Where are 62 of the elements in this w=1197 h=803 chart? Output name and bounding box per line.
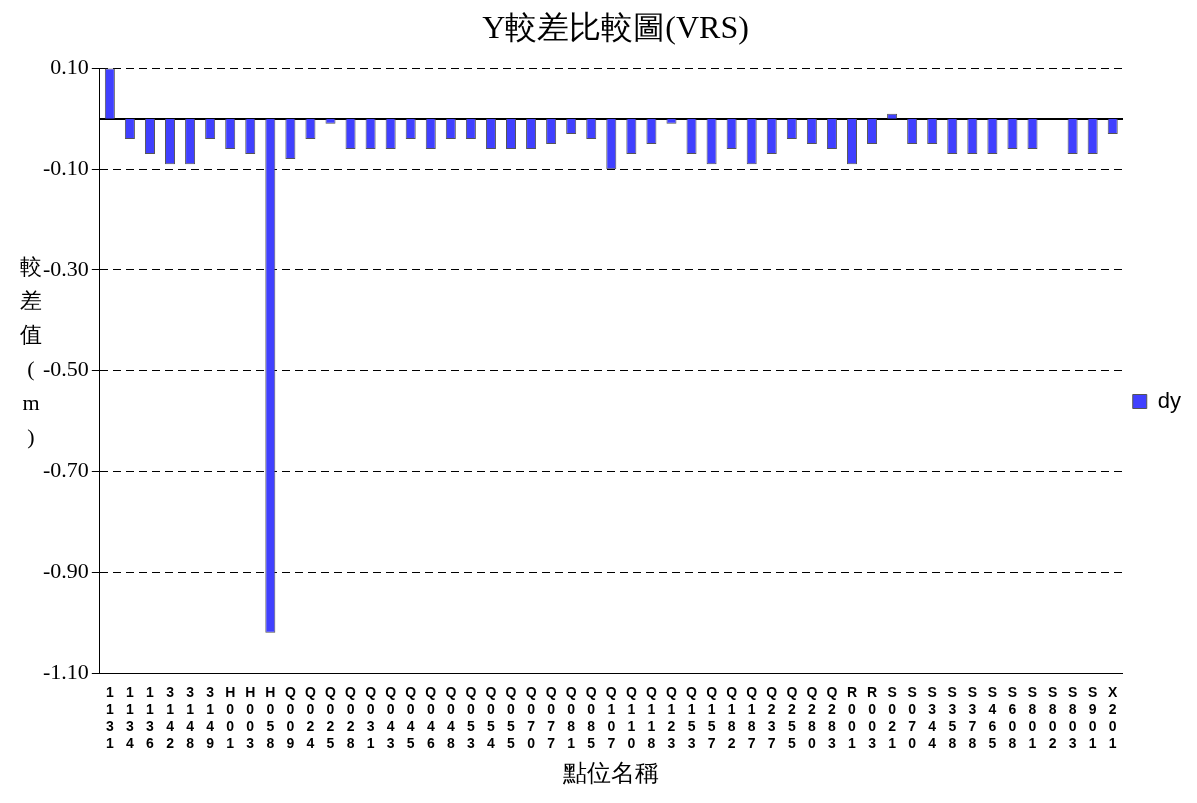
x-tick-label: S801 — [1027, 684, 1038, 751]
y-tick-label: -0.10 — [43, 154, 89, 180]
y-tick-label: 0.10 — [50, 54, 89, 80]
x-tick-label: Q085 — [585, 684, 597, 751]
x-tick-label: Q283 — [826, 684, 838, 751]
x-axis-title: 點位名稱 — [562, 759, 660, 786]
legend-label: dy — [1157, 387, 1182, 413]
x-tick-label: Q123 — [666, 684, 678, 751]
x-tick-label: Q031 — [365, 684, 377, 751]
x-tick-label: 1134 — [126, 684, 135, 751]
x-tick-label: R003 — [866, 684, 878, 751]
x-tick-label: S465 — [987, 684, 998, 751]
x-tick-label: Q043 — [385, 684, 397, 751]
x-tick-label: Q237 — [766, 684, 778, 751]
x-tick-label: Q009 — [284, 684, 296, 751]
x-tick-label: 3149 — [206, 684, 215, 751]
x-tick-label: S070 — [907, 684, 917, 751]
x-tick-label: Q055 — [505, 684, 517, 751]
x-tick-label: Q187 — [746, 684, 758, 751]
y-axis-title: 較差值(m) — [19, 253, 43, 451]
x-tick-label: Q070 — [525, 684, 537, 751]
x-tick-label: 3148 — [186, 684, 195, 751]
x-tick-label: Q046 — [425, 684, 437, 751]
y-tick-label: -0.30 — [43, 255, 89, 281]
x-tick-label: Q182 — [726, 684, 738, 751]
x-tick-label: Q048 — [445, 684, 457, 751]
x-tick-label: Q025 — [325, 684, 337, 751]
y-tick-label: -0.70 — [43, 457, 89, 483]
y-tick-label: -0.50 — [43, 356, 89, 382]
x-tick-label: H001 — [225, 684, 236, 751]
x-tick-label: S378 — [967, 684, 977, 751]
x-tick-label: Q077 — [545, 684, 557, 751]
y-tick-label: -1.10 — [43, 658, 89, 684]
x-tick-label: Q081 — [565, 684, 577, 751]
x-tick-label: 1131 — [105, 684, 114, 751]
x-tick-label: H058 — [265, 684, 276, 751]
x-tick-label: S608 — [1007, 684, 1018, 751]
x-tick-label: S901 — [1088, 684, 1098, 751]
x-tick-label: S358 — [947, 684, 957, 751]
x-tick-label: Q255 — [786, 684, 798, 751]
x-tick-label: Q045 — [405, 684, 417, 751]
x-tick-label: S803 — [1067, 684, 1078, 751]
chart-title: Y較差比較圖(VRS) — [482, 8, 749, 45]
x-tick-label: S802 — [1047, 684, 1058, 751]
x-tick-label: Q107 — [605, 684, 617, 751]
x-tick-label: 3142 — [166, 684, 175, 751]
x-tick-label: S344 — [927, 684, 937, 751]
x-tick-label: Q153 — [686, 684, 698, 751]
x-tick-label: Q054 — [485, 684, 497, 751]
x-tick-label: 1136 — [146, 684, 155, 751]
x-tick-label: S021 — [887, 684, 897, 751]
x-tick-label: Q028 — [345, 684, 357, 751]
x-tick-label: Q053 — [465, 684, 477, 751]
x-tick-label: Q110 — [625, 684, 637, 751]
x-tick-label: Q024 — [304, 684, 316, 751]
y-tick-label: -0.90 — [43, 558, 89, 584]
x-tick-label: R001 — [846, 684, 858, 751]
x-tick-label: Q157 — [706, 684, 718, 751]
x-tick-label: X201 — [1108, 684, 1119, 751]
x-tick-label: H003 — [245, 684, 256, 751]
x-tick-label: Q280 — [806, 684, 818, 751]
x-tick-label: Q118 — [645, 684, 657, 751]
